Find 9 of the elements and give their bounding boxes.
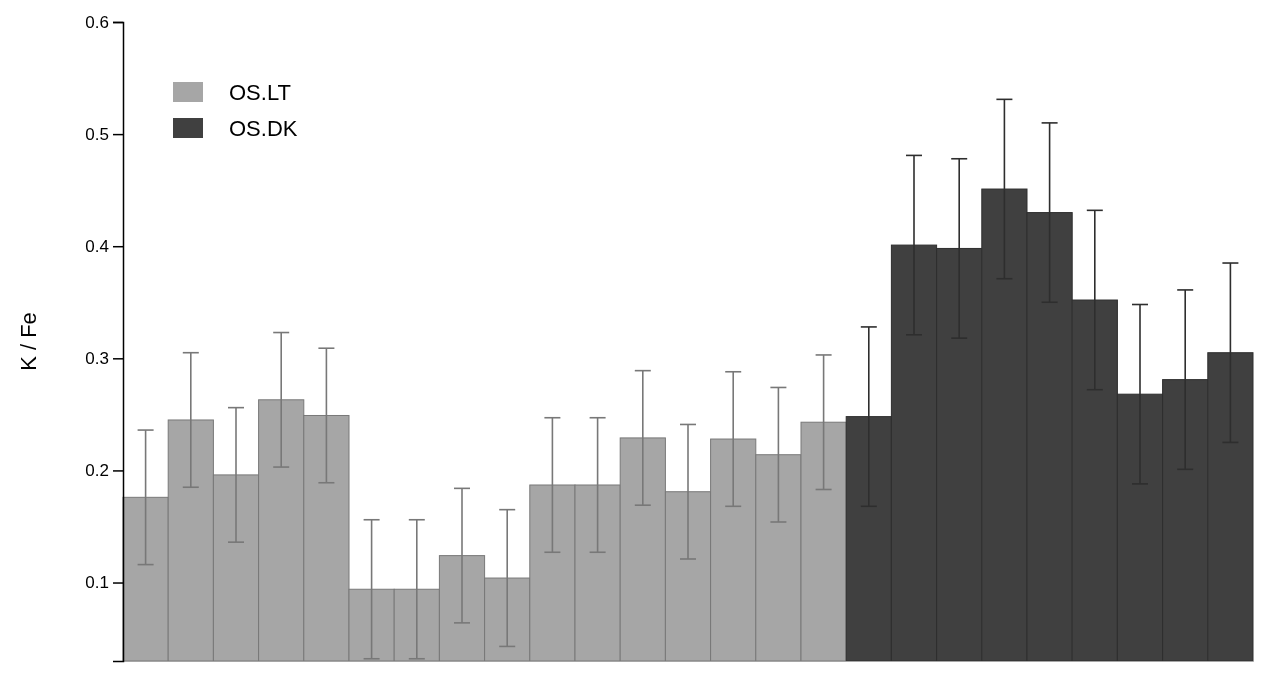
y-tick-label: 0.3	[85, 349, 109, 369]
y-tick-label: 0.2	[85, 461, 109, 481]
y-tick-label: 0.4	[85, 237, 109, 257]
y-tick-label: 0.6	[85, 12, 109, 32]
y-axis-title: K / Fe	[16, 312, 41, 371]
legend-label: OS.LT	[229, 79, 291, 105]
y-tick-label: 0.1	[85, 573, 109, 593]
legend-label: OS.DK	[229, 115, 298, 141]
y-tick-label: 0.5	[85, 125, 109, 145]
